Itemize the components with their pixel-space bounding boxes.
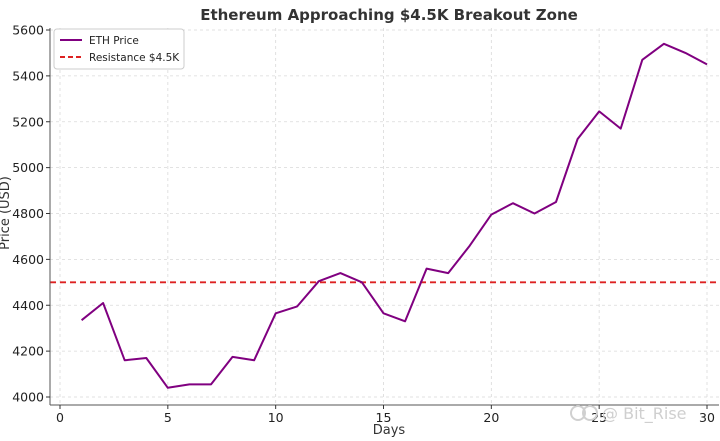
x-tick-label: 20 (483, 410, 499, 425)
x-tick-label: 30 (699, 410, 715, 425)
legend-label-resistance: Resistance $4.5K (89, 52, 180, 64)
y-tick-label: 4200 (12, 344, 44, 359)
y-axis-label: Price (USD) (0, 176, 13, 250)
x-tick-label: 15 (376, 410, 392, 425)
y-tick-label: 5400 (12, 68, 44, 83)
x-tick-label: 25 (591, 410, 607, 425)
watermark: @ Bit_Rise (570, 404, 687, 424)
x-tick-label: 10 (268, 410, 284, 425)
bitrise-logo-icon (570, 405, 598, 421)
chart-title: Ethereum Approaching $4.5K Breakout Zone (200, 6, 578, 24)
x-ticks: 0 5 10 15 20 25 30 (56, 405, 715, 425)
x-axis-label: Days (373, 423, 406, 438)
price-series-group (80, 42, 708, 389)
x-tick-label: 5 (164, 410, 172, 425)
y-ticks: 4000 4200 4400 4600 4800 5000 5200 5400 5600 (12, 23, 50, 405)
watermark-text: @ Bit_Rise (602, 404, 687, 424)
y-tick-label: 4600 (12, 252, 44, 267)
y-tick-label: 5600 (12, 23, 44, 38)
y-tick-label: 5200 (12, 114, 44, 129)
legend-label-eth-price: ETH Price (89, 35, 139, 47)
eth-price-line (80, 42, 708, 389)
grid-lines (50, 28, 719, 405)
y-tick-label: 4000 (12, 390, 44, 405)
y-tick-label: 5000 (12, 160, 44, 175)
y-tick-label: 4800 (12, 206, 44, 221)
legend-box (53, 28, 185, 70)
legend: ETH Price Resistance $4.5K (53, 28, 185, 70)
axes (49, 28, 719, 406)
y-tick-label: 4400 (12, 298, 44, 313)
x-tick-label: 0 (56, 410, 64, 425)
